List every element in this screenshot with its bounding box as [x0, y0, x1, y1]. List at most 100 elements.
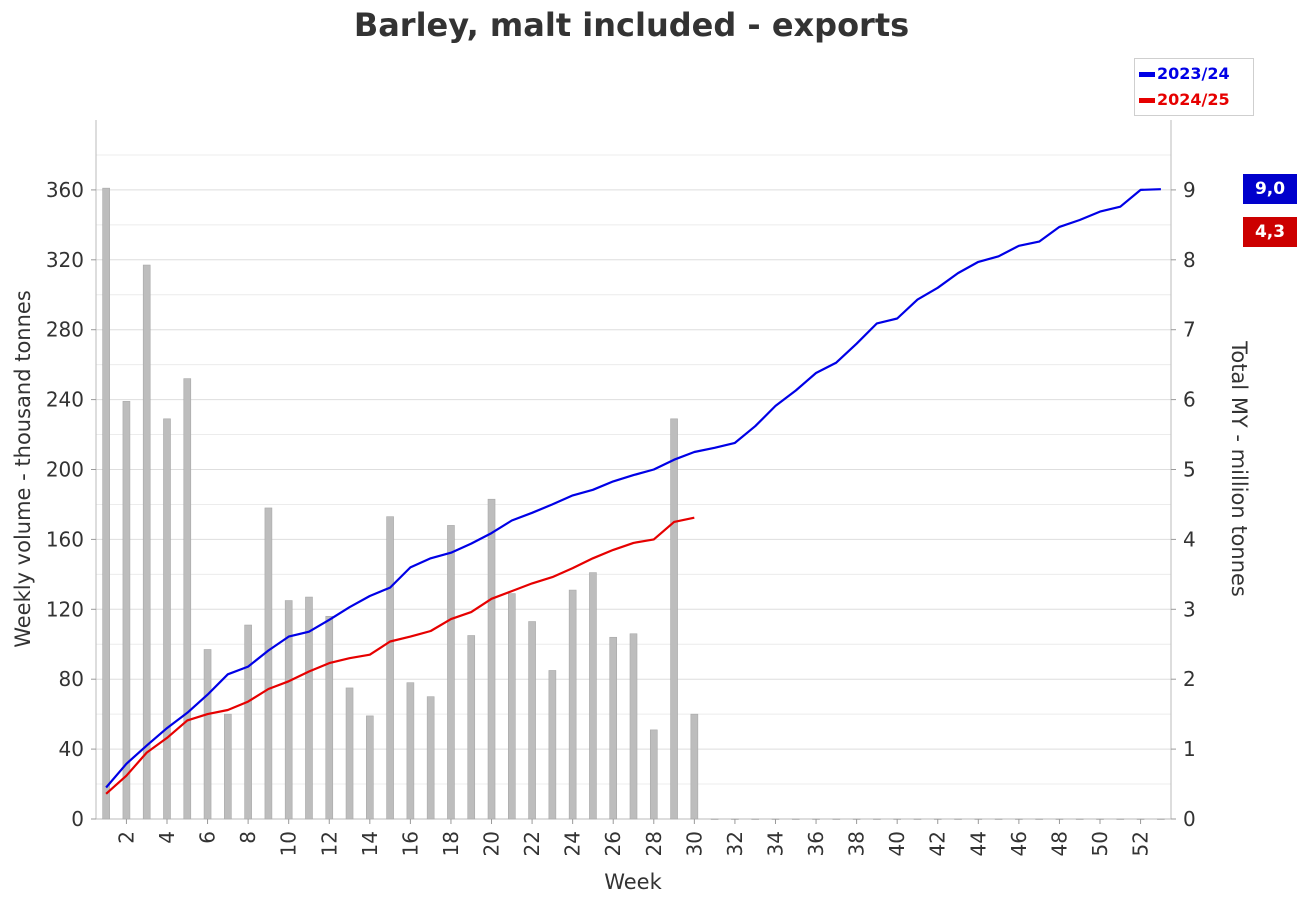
x-tick-label: 6	[196, 831, 220, 844]
y-right-tick-label: 6	[1183, 388, 1196, 412]
y-right-tick-label: 5	[1183, 458, 1196, 482]
bar-week-19	[467, 635, 476, 820]
line-series-2024-25	[105, 516, 695, 795]
x-tick-label: 8	[236, 831, 260, 844]
bar-week-7	[224, 713, 232, 820]
y-left-tick-label: 40	[59, 737, 84, 761]
y-left-tick-label: 280	[46, 318, 84, 342]
y-right-tick-label: 7	[1183, 318, 1196, 342]
y-left-tick-label: 0	[71, 807, 84, 831]
x-tick-label: 26	[601, 831, 625, 856]
legend-label-2024-25: 2024/25	[1157, 90, 1230, 109]
x-tick-label: 4	[155, 831, 179, 844]
bar-week-27	[629, 633, 638, 820]
bar-week-16	[406, 682, 415, 820]
y-left-tick-label: 240	[46, 388, 84, 412]
bar-week-30	[690, 713, 699, 820]
x-tick-label: 42	[926, 831, 950, 856]
x-tick-label: 52	[1129, 831, 1153, 856]
bar-week-20	[487, 498, 496, 820]
bar-week-41	[913, 818, 922, 820]
bar-week-15	[386, 516, 394, 820]
bar-week-31	[710, 818, 719, 820]
x-axis-title: Week	[604, 870, 662, 894]
y-left-tick-label: 320	[46, 248, 84, 272]
bar-week-22	[528, 621, 536, 820]
x-tick-label: 14	[358, 831, 382, 856]
bar-week-43	[954, 818, 962, 820]
y-axis-right-title: Total MY - million tonnes	[1227, 340, 1251, 597]
bar-week-23	[548, 670, 557, 820]
bar-week-24	[568, 589, 577, 820]
x-tick-label: 16	[398, 831, 422, 856]
bar-week-11	[305, 596, 313, 820]
x-tick-label: 24	[561, 831, 585, 856]
legend-item-2023-24: 2023/24	[1139, 63, 1230, 85]
y-right-tick-label: 2	[1183, 667, 1196, 691]
x-tick-label: 38	[845, 831, 869, 856]
bar-week-10	[284, 600, 293, 820]
x-tick-label: 46	[1007, 831, 1031, 856]
legend-label-2023-24: 2023/24	[1157, 64, 1230, 83]
end-value-badge-2024-25: 4,3	[1243, 217, 1297, 247]
bar-week-5	[183, 378, 192, 820]
bar-week-1	[102, 187, 110, 820]
bar-week-37	[832, 818, 841, 820]
x-tick-label: 50	[1088, 831, 1112, 856]
legend-swatch-2024-25	[1139, 98, 1155, 103]
chart-title: Barley, malt included - exports	[353, 6, 910, 44]
x-tick-label: 12	[317, 831, 341, 856]
x-tick-label: 18	[439, 831, 463, 856]
bar-week-33	[751, 818, 759, 820]
y-right-tick-label: 3	[1183, 597, 1196, 621]
bar-week-45	[994, 818, 1003, 820]
y-right-tick-label: 0	[1183, 807, 1196, 831]
x-tick-label: 20	[480, 831, 504, 856]
y-right-tick-label: 4	[1183, 527, 1196, 551]
bar-week-17	[426, 696, 435, 820]
bar-week-9	[264, 507, 273, 820]
legend: 2023/24 2024/25	[1134, 58, 1254, 116]
y-left-tick-label: 160	[46, 527, 84, 551]
bar-week-49	[1075, 818, 1084, 820]
line-series-2023-24	[105, 188, 1161, 789]
y-right-tick-label: 1	[1183, 737, 1196, 761]
bar-week-26	[609, 636, 618, 820]
bar-week-47	[1035, 818, 1043, 820]
bar-week-21	[508, 593, 516, 820]
x-tick-label: 36	[804, 831, 828, 856]
y-left-tick-label: 360	[46, 178, 84, 202]
x-tick-label: 2	[114, 831, 138, 844]
bar-week-29	[670, 418, 678, 820]
bar-week-28	[649, 729, 658, 820]
bar-week-4	[163, 418, 171, 820]
x-tick-label: 32	[723, 831, 747, 856]
bar-week-12	[325, 615, 334, 820]
x-tick-label: 40	[885, 831, 909, 856]
bar-week-3	[142, 264, 151, 820]
y-right-tick-label: 9	[1183, 178, 1196, 202]
x-tick-label: 34	[763, 831, 787, 856]
legend-item-2024-25: 2024/25	[1139, 89, 1230, 111]
end-value-badge-2023-24: 9,0	[1243, 174, 1297, 204]
y-right-tick-label: 8	[1183, 248, 1196, 272]
y-left-tick-label: 80	[59, 667, 84, 691]
y-left-tick-label: 120	[46, 597, 84, 621]
bar-week-2	[122, 401, 131, 820]
bar-week-18	[447, 525, 455, 820]
bar-week-53	[1157, 818, 1165, 820]
bar-week-39	[873, 818, 881, 820]
x-tick-label: 28	[642, 831, 666, 856]
x-tick-label: 10	[277, 831, 301, 856]
x-tick-label: 30	[682, 831, 706, 856]
bar-week-35	[791, 818, 800, 820]
bar-week-14	[366, 715, 374, 820]
bar-week-8	[244, 624, 252, 820]
bar-week-6	[203, 649, 212, 820]
x-tick-label: 48	[1047, 831, 1071, 856]
bar-week-13	[345, 687, 354, 820]
bar-week-51	[1116, 818, 1125, 820]
x-tick-label: 44	[966, 831, 990, 856]
bar-week-25	[589, 572, 597, 820]
